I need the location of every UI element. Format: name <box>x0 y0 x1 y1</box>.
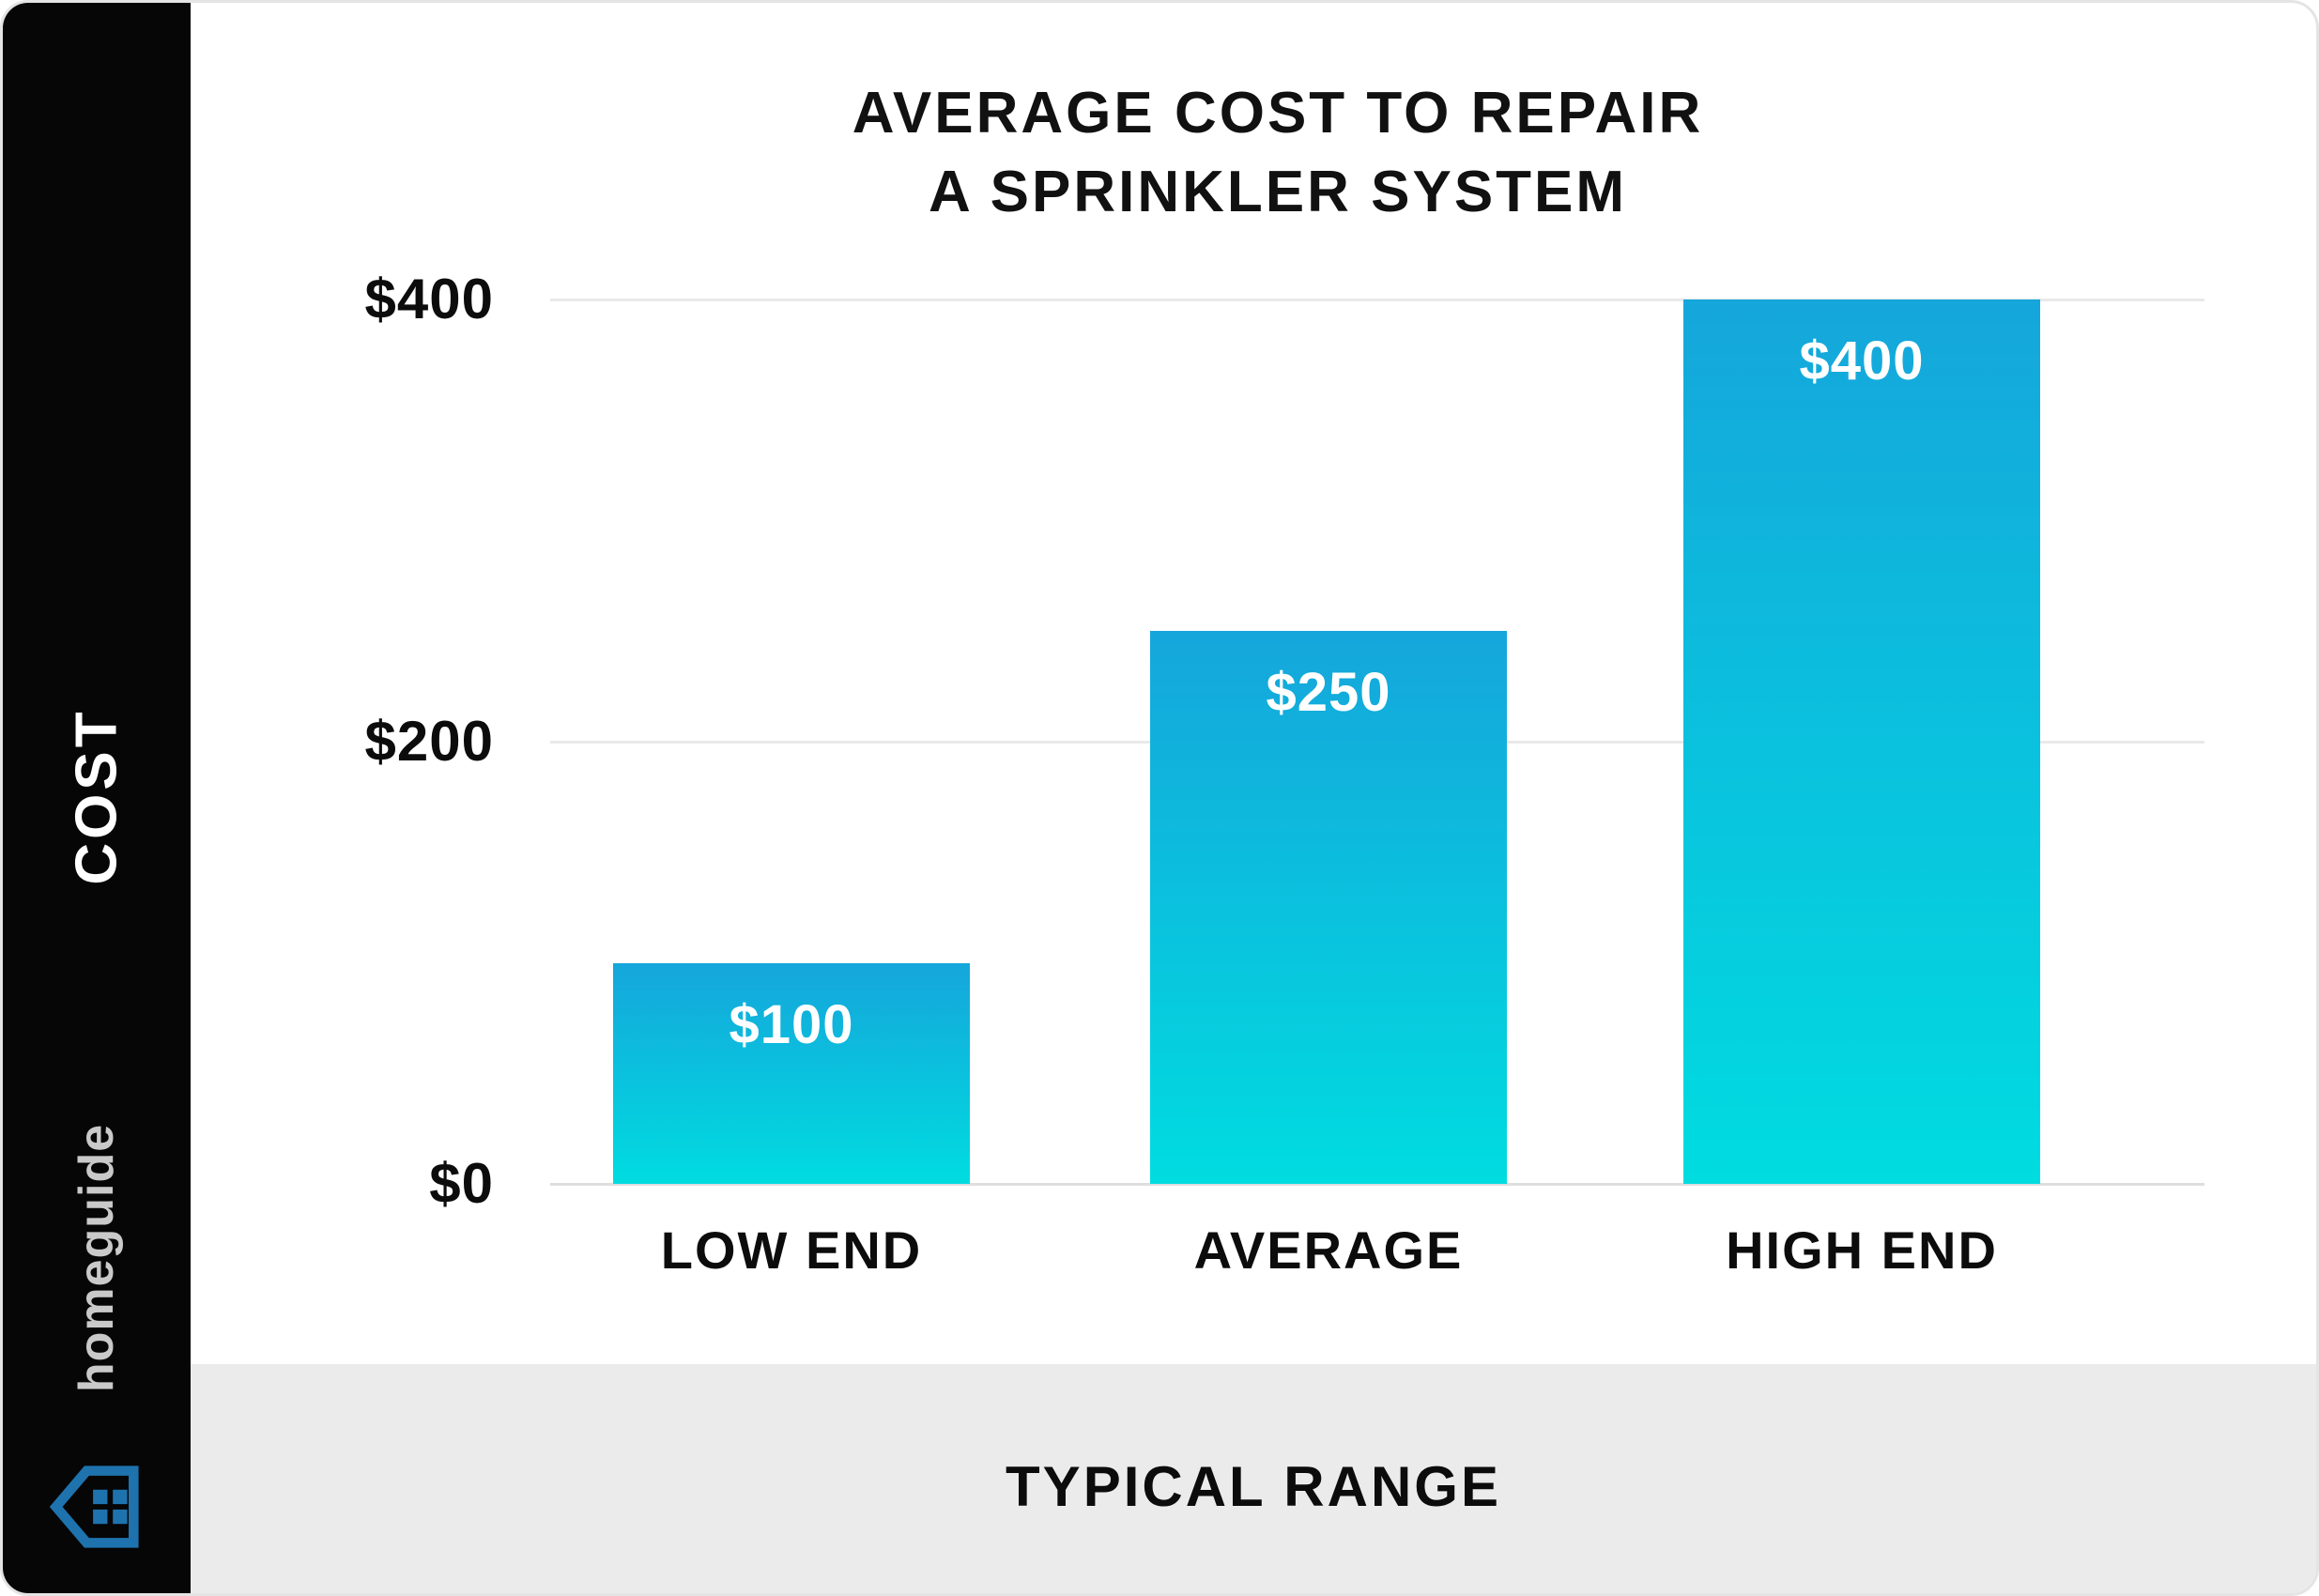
bar-value-label: $250 <box>1266 662 1391 724</box>
house-icon-svg <box>50 1466 139 1548</box>
chart-title-line-2: A SPRINKLER SYSTEM <box>928 160 1628 224</box>
chart-title: AVERAGE COST TO REPAIR A SPRINKLER SYSTE… <box>284 74 2271 232</box>
window-pane <box>93 1509 108 1525</box>
plot-area: $0 $200 $400 $100 LOW END $250 AVERAGE $400 HIGH… <box>3 3 2316 1593</box>
homeguide-house-icon <box>50 1462 140 1552</box>
y-tick-label: $200 <box>364 710 494 773</box>
bar-value-label: $400 <box>1799 330 1925 391</box>
house-outline <box>50 1466 139 1548</box>
y-tick-label: $400 <box>364 268 494 330</box>
window-pane <box>93 1489 108 1505</box>
footer-band: TYPICAL RANGE <box>191 1364 2316 1593</box>
chart-title-line-1: AVERAGE COST TO REPAIR <box>852 81 1704 146</box>
window-pane <box>113 1509 128 1525</box>
x-axis-line <box>550 1183 2204 1186</box>
bar-low-end: $100 <box>613 962 970 1184</box>
gridline <box>550 299 2204 301</box>
window-pane <box>113 1489 128 1505</box>
bar-average: $250 <box>1150 631 1507 1184</box>
x-category-label: AVERAGE <box>1193 1220 1464 1280</box>
bar-high-end: $400 <box>1683 299 2040 1184</box>
bar-value-label: $100 <box>729 993 854 1055</box>
sidebar: COST homeguide <box>3 3 191 1593</box>
y-tick-label: $0 <box>429 1152 494 1215</box>
x-category-label: HIGH END <box>1726 1220 1998 1280</box>
x-axis-title: TYPICAL RANGE <box>1006 1454 1501 1518</box>
x-category-label: LOW END <box>660 1220 923 1280</box>
